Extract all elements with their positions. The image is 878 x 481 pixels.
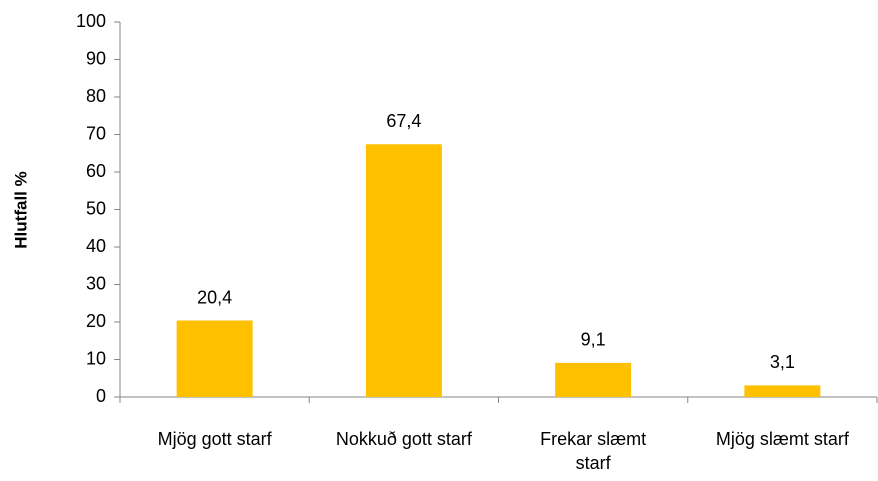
y-tick-label: 100 <box>76 11 106 31</box>
x-tick-label: Nokkuð gott starf <box>335 429 472 449</box>
data-label: 20,4 <box>197 287 232 307</box>
y-tick-label: 90 <box>86 48 106 68</box>
x-tick-label: Mjög slæmt starf <box>715 429 849 449</box>
y-tick-label: 50 <box>86 198 106 218</box>
y-tick-label: 60 <box>86 161 106 181</box>
bar <box>365 144 442 397</box>
bar <box>744 385 821 397</box>
y-tick-label: 10 <box>86 348 106 368</box>
bar <box>176 320 253 397</box>
y-tick-label: 80 <box>86 86 106 106</box>
data-label: 67,4 <box>386 111 421 131</box>
y-axis-label: Hlutfall % <box>11 171 30 248</box>
x-tick-label: Mjög gott starf <box>157 429 272 449</box>
y-tick-label: 70 <box>86 123 106 143</box>
y-tick-label: 30 <box>86 273 106 293</box>
data-label: 9,1 <box>581 330 606 350</box>
bar <box>555 362 632 397</box>
y-tick-label: 20 <box>86 311 106 331</box>
x-tick-label: Frekar slæmt starf <box>540 429 647 473</box>
data-label: 3,1 <box>770 352 795 372</box>
y-tick-label: 0 <box>96 386 106 406</box>
y-tick-label: 40 <box>86 236 106 256</box>
